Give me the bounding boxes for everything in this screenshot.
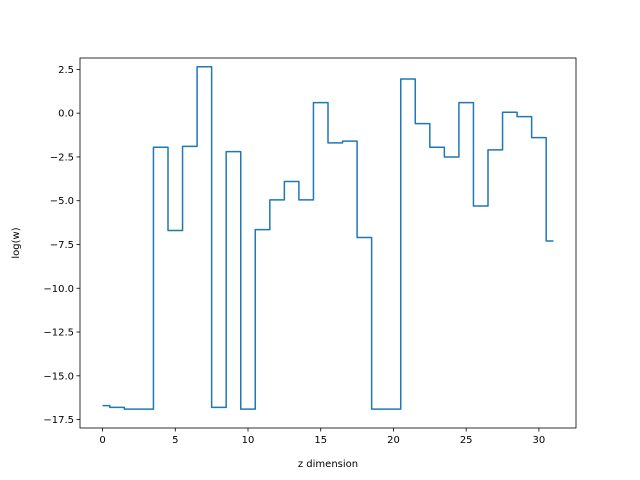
axes-frame xyxy=(79,57,577,429)
x-tick-label: 20 xyxy=(387,435,400,446)
x-tick-label: 25 xyxy=(460,435,473,446)
y-axis-ticks: −17.5 −15.0 −12.5 −10.0 −7.5 −5.0 −2.5 0.0 2.5 xyxy=(43,65,80,426)
x-axis-ticks: 0 5 10 15 20 25 30 xyxy=(99,428,545,446)
y-tick-label: −17.5 xyxy=(43,415,74,426)
y-tick-label: −15.0 xyxy=(43,371,74,382)
x-tick-label: 30 xyxy=(533,435,546,446)
y-tick-label: −12.5 xyxy=(43,328,74,339)
y-tick-label: 2.5 xyxy=(58,65,74,76)
y-tick-label: −5.0 xyxy=(50,196,74,207)
x-tick-label: 10 xyxy=(242,435,255,446)
y-tick-label: −2.5 xyxy=(50,152,74,163)
y-tick-label: −7.5 xyxy=(50,240,74,251)
x-tick-label: 0 xyxy=(99,435,105,446)
plot-area xyxy=(79,57,577,429)
x-tick-label: 5 xyxy=(172,435,178,446)
y-tick-label: 0.0 xyxy=(58,109,74,120)
y-tick-label: −10.0 xyxy=(43,284,74,295)
x-tick-label: 15 xyxy=(314,435,327,446)
x-axis-label: z dimension xyxy=(298,459,358,470)
y-axis-label: log(w) xyxy=(11,227,22,258)
series-line xyxy=(102,66,554,410)
